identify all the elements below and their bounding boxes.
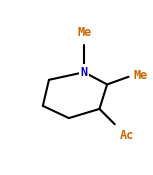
Text: Me: Me: [77, 26, 91, 38]
Text: N: N: [81, 66, 88, 79]
Text: Ac: Ac: [119, 129, 134, 142]
Text: Me: Me: [133, 69, 147, 82]
